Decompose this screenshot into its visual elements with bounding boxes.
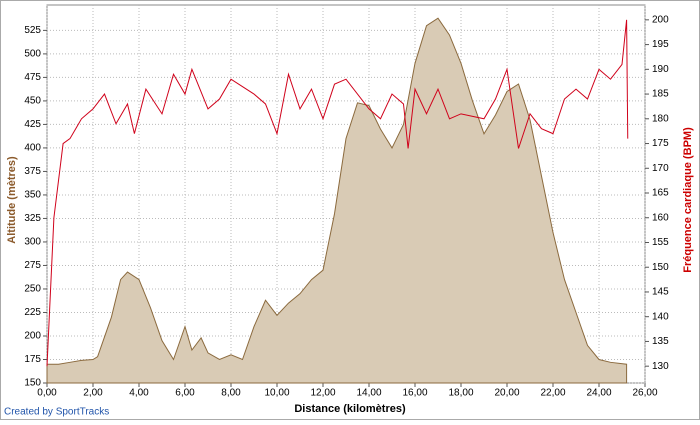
y-tick-label: 175 bbox=[24, 354, 41, 365]
y2-tick-label: 160 bbox=[652, 212, 669, 223]
x-tick-label: 22,00 bbox=[540, 388, 565, 399]
y-tick-label: 200 bbox=[24, 331, 41, 342]
x-tick-label: 0,00 bbox=[37, 388, 57, 399]
x-tick-label: 8,00 bbox=[221, 388, 241, 399]
y2-tick-label: 130 bbox=[652, 361, 669, 372]
y-tick-label: 250 bbox=[24, 284, 41, 295]
y2-tick-label: 140 bbox=[652, 311, 669, 322]
x-tick-label: 18,00 bbox=[448, 388, 473, 399]
y2-axis-label: Fréquence cardiaque (BPM) bbox=[682, 127, 694, 273]
credit: Created by SportTracks bbox=[4, 407, 109, 418]
altitude-area bbox=[46, 17, 628, 384]
y2-tick-label: 155 bbox=[652, 237, 669, 248]
y2-tick-label: 165 bbox=[652, 188, 669, 199]
y-tick-label: 500 bbox=[24, 49, 41, 60]
x-tick-label: 12,00 bbox=[310, 388, 335, 399]
y2-tick-label: 185 bbox=[652, 89, 669, 100]
x-axis-label: Distance (kilomètres) bbox=[294, 403, 406, 415]
y-tick-label: 425 bbox=[24, 119, 41, 130]
y-tick-label: 300 bbox=[24, 237, 41, 248]
y2-tick-label: 145 bbox=[652, 287, 669, 298]
y-axis-label: Altitude (mètres) bbox=[6, 156, 18, 244]
x-tick-label: 26,00 bbox=[632, 388, 657, 399]
y2-tick-label: 180 bbox=[652, 113, 669, 124]
y-tick-label: 525 bbox=[24, 25, 41, 36]
y-tick-label: 450 bbox=[24, 96, 41, 107]
y2-tick-label: 190 bbox=[652, 64, 669, 75]
y-tick-label: 325 bbox=[24, 213, 41, 224]
y-tick-label: 225 bbox=[24, 307, 41, 318]
y2-tick-label: 170 bbox=[652, 163, 669, 174]
x-tick-label: 16,00 bbox=[402, 388, 427, 399]
x-tick-label: 24,00 bbox=[586, 388, 611, 399]
heart-rate-line bbox=[46, 19, 629, 367]
x-tick-label: 10,00 bbox=[264, 388, 289, 399]
y2-tick-label: 200 bbox=[652, 14, 669, 25]
x-tick-label: 6,00 bbox=[175, 388, 195, 399]
y2-tick-label: 175 bbox=[652, 138, 669, 149]
y-tick-label: 275 bbox=[24, 260, 41, 271]
y-tick-label: 400 bbox=[24, 143, 41, 154]
y-tick-label: 150 bbox=[24, 378, 41, 389]
y2-tick-label: 195 bbox=[652, 39, 669, 50]
x-tick-label: 4,00 bbox=[129, 388, 149, 399]
y2-tick-label: 135 bbox=[652, 336, 669, 347]
x-tick-label: 2,00 bbox=[83, 388, 103, 399]
y-tick-label: 375 bbox=[24, 166, 41, 177]
y2-tick-label: 150 bbox=[652, 262, 669, 273]
x-tick-label: 20,00 bbox=[494, 388, 519, 399]
y-tick-label: 350 bbox=[24, 190, 41, 201]
x-tick-label: 14,00 bbox=[356, 388, 381, 399]
y-tick-label: 475 bbox=[24, 72, 41, 83]
